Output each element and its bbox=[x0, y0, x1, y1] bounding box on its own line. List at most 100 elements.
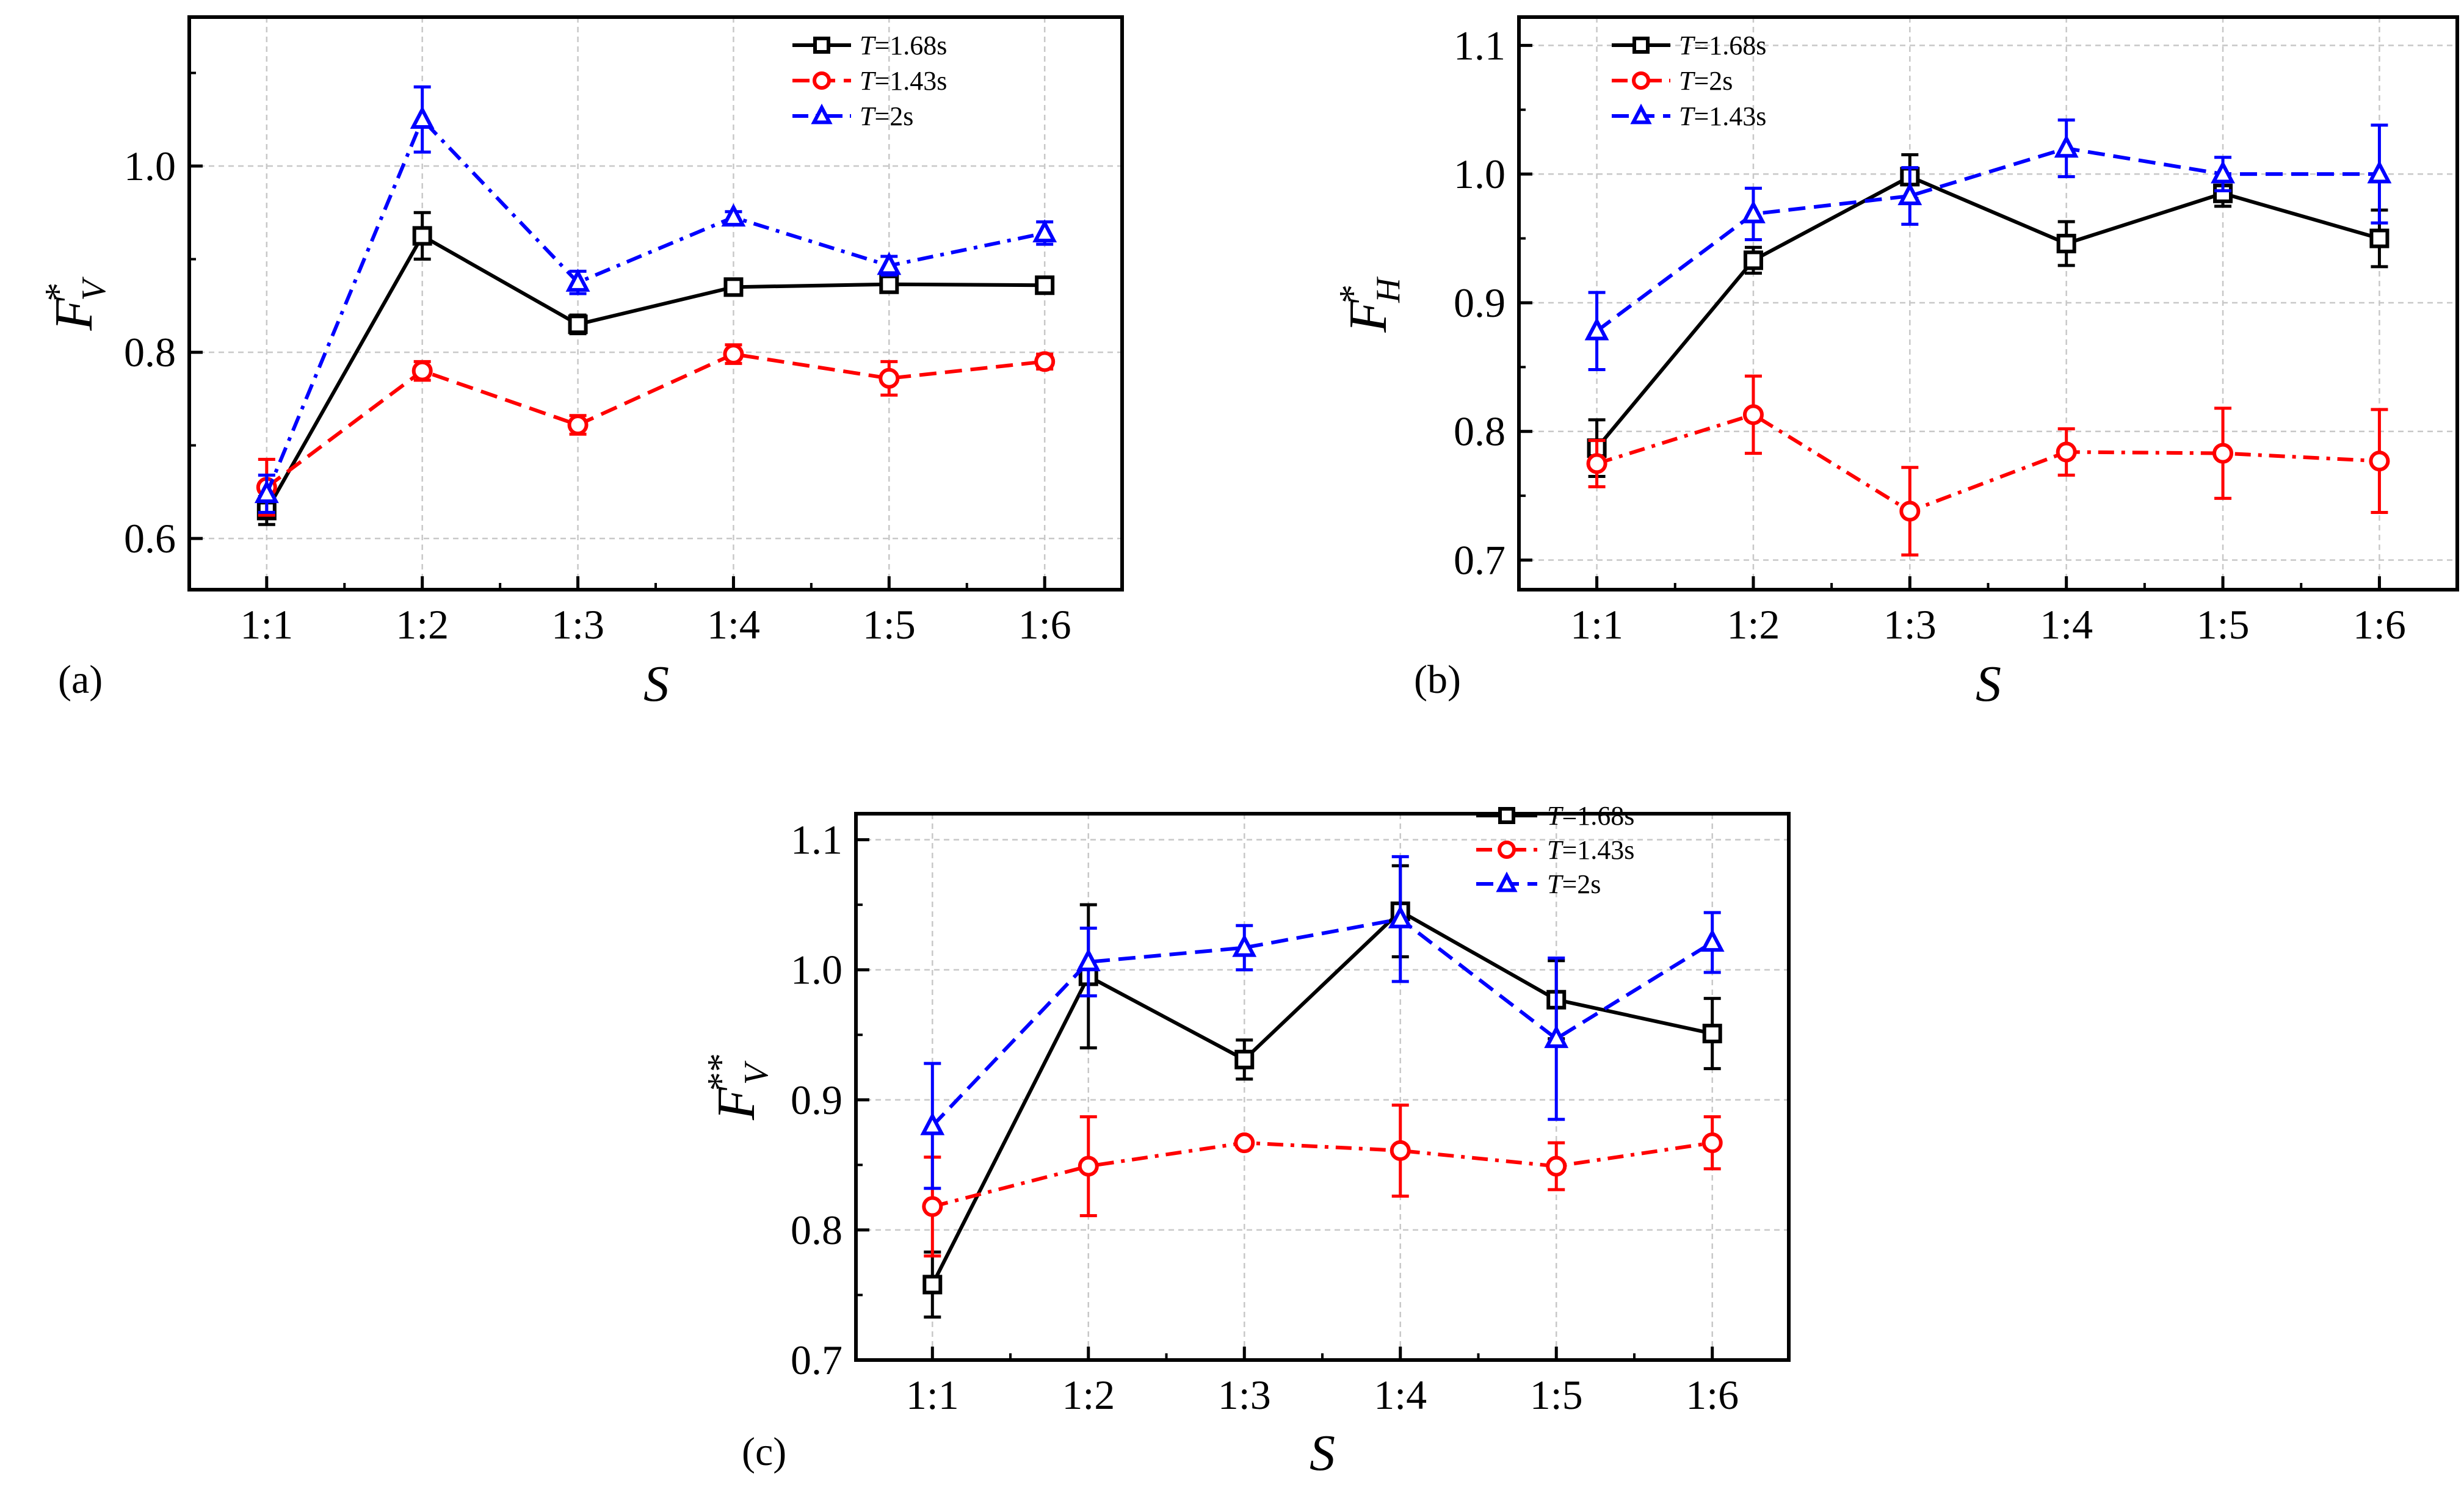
panel-label: (b) bbox=[1414, 657, 1461, 702]
y-tick-label: 0.8 bbox=[1454, 408, 1506, 455]
grid bbox=[1519, 17, 2457, 590]
data-point bbox=[1584, 317, 1609, 341]
legend-marker bbox=[1630, 103, 1652, 125]
y-tick-label: 1.1 bbox=[1454, 22, 1506, 68]
data-point bbox=[2211, 160, 2235, 184]
series-T=2s bbox=[254, 85, 1057, 514]
data-point bbox=[2054, 134, 2079, 158]
series-T=1.43s bbox=[922, 1103, 1723, 1258]
y-axis-title: F*V bbox=[38, 277, 113, 331]
data-point bbox=[2212, 443, 2234, 464]
data-point bbox=[1899, 501, 1921, 522]
legend-entry: T=2s bbox=[860, 101, 913, 131]
data-point bbox=[1234, 1132, 1255, 1154]
y-tick-label: 0.9 bbox=[791, 1077, 842, 1123]
y-tick-label: 0.9 bbox=[1454, 280, 1506, 326]
y-axis-title: F**V bbox=[700, 1053, 775, 1121]
data-point bbox=[721, 203, 746, 227]
data-point bbox=[1742, 404, 1764, 425]
data-point bbox=[254, 480, 279, 504]
data-point bbox=[1700, 928, 1725, 952]
data-point bbox=[1076, 948, 1101, 972]
data-point bbox=[723, 277, 744, 297]
y-tick-label: 0.8 bbox=[791, 1207, 842, 1253]
legend-marker bbox=[811, 103, 833, 125]
x-axis-title: S bbox=[1976, 656, 2001, 712]
series-line bbox=[1596, 413, 2380, 513]
legend-marker bbox=[813, 37, 830, 54]
series-T=1.68s bbox=[256, 211, 1055, 526]
x-tick-label: 1:2 bbox=[1062, 1372, 1115, 1418]
data-point bbox=[411, 360, 433, 382]
legend: T=1.68s T=1.43s T=2s bbox=[792, 31, 947, 131]
series-line bbox=[932, 1141, 1713, 1209]
chart-panel-b: 1:1 1:2 1:3 1:4 1:5 1:6 0.7 0.8 0.9 1.0 1.1 T=1.68s… bbox=[1332, 15, 2459, 712]
x-tick-label: 1:2 bbox=[1727, 601, 1780, 648]
legend-entry: T=1.43s bbox=[1547, 835, 1634, 865]
x-axis-title: S bbox=[643, 656, 669, 712]
data-point bbox=[1897, 182, 1922, 206]
y-tick-label: 1.0 bbox=[791, 947, 842, 993]
x-tick-label: 1:1 bbox=[1570, 601, 1623, 648]
plot-frame bbox=[187, 15, 1124, 592]
series-line bbox=[1595, 146, 2380, 333]
x-tick-label: 1:1 bbox=[906, 1372, 959, 1418]
data-point bbox=[1702, 1024, 1722, 1044]
panel-label: (a) bbox=[58, 657, 103, 702]
plot-frame bbox=[1517, 15, 2459, 592]
data-point bbox=[410, 106, 435, 129]
series-T=2s bbox=[1586, 374, 2390, 557]
data-point bbox=[1743, 250, 1763, 270]
x-tick-label: 1:3 bbox=[1883, 601, 1937, 648]
series-T=2s bbox=[920, 855, 1725, 1190]
data-point bbox=[879, 367, 900, 389]
legend: T=1.68s T=1.43s T=2s bbox=[1476, 801, 1634, 899]
data-point bbox=[1701, 1132, 1723, 1154]
axis-ticks: 1:1 1:2 1:3 1:4 1:5 1:6 0.6 0.8 1.0 bbox=[124, 71, 1071, 648]
x-tick-label: 1:2 bbox=[396, 601, 449, 648]
x-tick-label: 1:6 bbox=[1686, 1372, 1739, 1418]
data-point bbox=[922, 1275, 943, 1295]
y-tick-label: 0.6 bbox=[124, 515, 176, 562]
series-line bbox=[265, 233, 1045, 512]
data-point bbox=[1034, 351, 1056, 372]
legend-marker bbox=[1632, 37, 1650, 54]
legend-marker bbox=[813, 71, 831, 90]
data-point bbox=[1234, 1049, 1255, 1069]
axis-ticks: 1:1 1:2 1:3 1:4 1:5 1:6 0.7 0.8 0.9 1.0 1.1 bbox=[791, 817, 1739, 1418]
data-point bbox=[1032, 219, 1057, 243]
legend-entry: T=1.43s bbox=[1679, 101, 1766, 131]
data-point bbox=[877, 251, 902, 275]
y-axis-title: F*H bbox=[1332, 277, 1407, 333]
legend-entry: T=1.68s bbox=[1679, 31, 1766, 60]
legend-marker bbox=[1498, 807, 1515, 824]
legend-entry: T=1.43s bbox=[860, 66, 947, 96]
axis-ticks: 1:1 1:2 1:3 1:4 1:5 1:6 0.7 0.8 0.9 1.0 1.1 bbox=[1454, 22, 2406, 648]
x-tick-label: 1:5 bbox=[1530, 1372, 1583, 1418]
data-point bbox=[412, 226, 432, 246]
data-point bbox=[2056, 441, 2077, 463]
x-tick-label: 1:5 bbox=[2197, 601, 2250, 648]
data-point bbox=[723, 344, 744, 365]
chart-panel-a: 1:1 1:2 1:3 1:4 1:5 1:6 0.6 0.8 1.0 T=1.68s T=1.43… bbox=[38, 15, 1124, 712]
series-T=1.43s bbox=[1584, 118, 2392, 372]
legend-entry: T=2s bbox=[1547, 869, 1601, 899]
x-tick-label: 1:6 bbox=[2353, 601, 2406, 648]
series-line bbox=[931, 917, 1714, 1127]
series-T=1.43s bbox=[256, 343, 1056, 517]
grid bbox=[856, 814, 1789, 1361]
x-tick-label: 1:4 bbox=[1374, 1372, 1427, 1418]
y-tick-label: 0.7 bbox=[791, 1337, 842, 1383]
y-tick-label: 1.1 bbox=[791, 817, 842, 863]
x-tick-label: 1:4 bbox=[707, 601, 760, 648]
legend-marker bbox=[1496, 871, 1518, 892]
data-point bbox=[1388, 905, 1413, 928]
data-point bbox=[879, 274, 899, 294]
data-point bbox=[1390, 1140, 1411, 1161]
data-point bbox=[2369, 450, 2390, 472]
data-point bbox=[568, 314, 588, 335]
x-axis-title: S bbox=[1310, 1425, 1335, 1482]
y-tick-label: 1.0 bbox=[124, 143, 176, 189]
series-line bbox=[930, 909, 1713, 1286]
